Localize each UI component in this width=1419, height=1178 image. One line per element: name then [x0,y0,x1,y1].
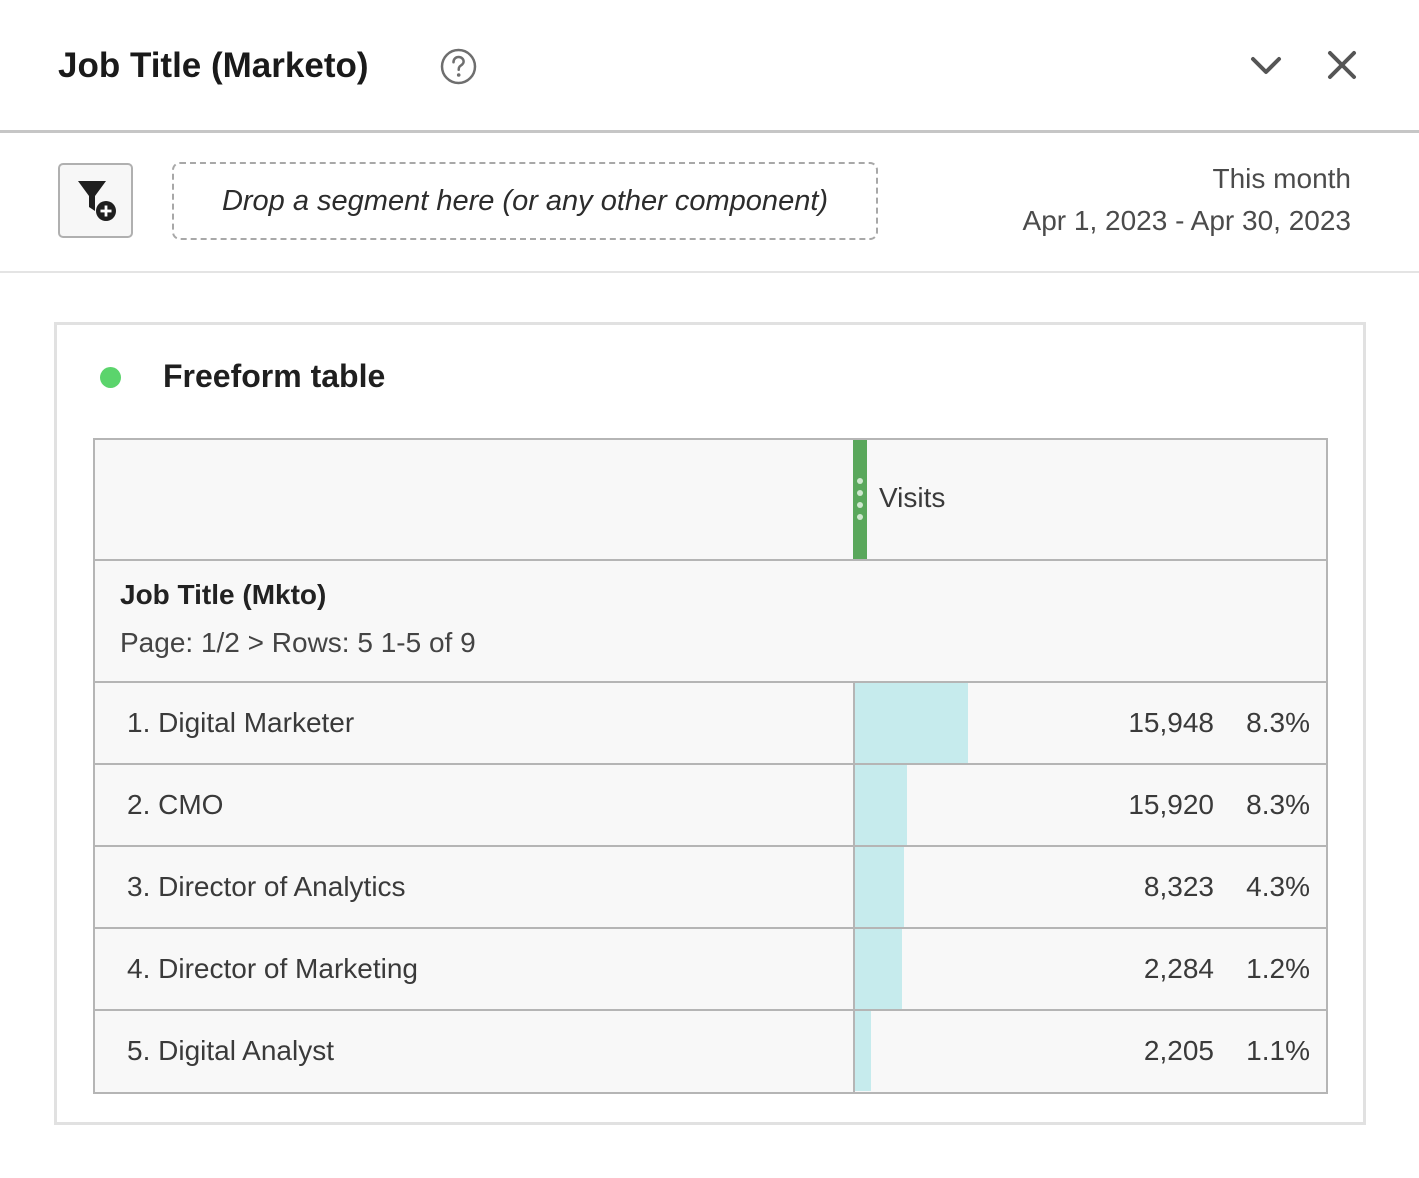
add-segment-button[interactable] [58,163,133,238]
status-dot [100,367,121,388]
freeform-table-card: Freeform table Visits Job Title (Mkto) P… [54,322,1366,1125]
row-label: 4. Director of Marketing [127,953,418,984]
row-bar [855,1011,871,1091]
row-value: 8,323 [1143,871,1214,902]
row-percent: 8.3% [1246,789,1310,820]
row-percent: 4.3% [1246,871,1310,902]
row-label: 5. Digital Analyst [127,1035,334,1066]
table-rows: 1. Digital Marketer 15,948 8.3% 2. CMO 1… [95,683,1326,1092]
table-row[interactable]: 2. CMO 15,920 8.3% [95,765,1326,847]
row-bar [855,847,904,927]
table-row[interactable]: 1. Digital Marketer 15,948 8.3% [95,683,1326,765]
column-divider [853,929,855,1009]
row-percent: 1.2% [1246,953,1310,984]
panel-header: Job Title (Marketo) [0,0,1419,133]
column-divider [853,1011,855,1092]
date-range-value[interactable]: Apr 1, 2023 - Apr 30, 2023 [1022,205,1351,236]
close-icon[interactable] [1325,48,1359,82]
filter-add-icon [78,181,116,221]
column-divider [853,683,855,763]
metric-drag-handle[interactable] [853,440,867,559]
table-row[interactable]: 3. Director of Analytics 8,323 4.3% [95,847,1326,929]
row-value: 15,948 [1128,707,1214,738]
date-range-label[interactable]: This month [1212,163,1352,194]
row-label: 3. Director of Analytics [127,871,406,902]
row-value: 2,284 [1143,953,1214,984]
row-label: 2. CMO [127,789,224,820]
freeform-table: Visits Job Title (Mkto) Page: 1/2 > Rows… [93,438,1328,1094]
dimension-title[interactable]: Job Title (Mkto) [120,579,327,610]
dimension-header: Job Title (Mkto) Page: 1/2 > Rows: 5 1-5… [95,561,1326,683]
row-percent: 1.1% [1246,1035,1310,1066]
column-divider [853,765,855,845]
row-bar [855,765,907,845]
metric-header-visits[interactable]: Visits [879,482,946,513]
panel-title: Job Title (Marketo) [58,46,369,85]
column-divider [853,847,855,927]
help-circle-icon[interactable] [440,48,477,85]
row-bar [855,683,968,763]
row-bar [855,929,902,1009]
row-label: 1. Digital Marketer [127,707,355,738]
segment-drop-zone[interactable]: Drop a segment here (or any other compon… [172,162,878,240]
table-header: Visits [95,440,1326,561]
chevron-down-icon[interactable] [1246,50,1286,80]
row-value: 15,920 [1128,789,1214,820]
table-row[interactable]: 5. Digital Analyst 2,205 1.1% [95,1011,1326,1092]
drop-zone-text: Drop a segment here (or any other compon… [221,184,829,217]
segment-toolbar: Drop a segment here (or any other compon… [0,133,1419,273]
table-row[interactable]: 4. Director of Marketing 2,284 1.2% [95,929,1326,1011]
pagination-info[interactable]: Page: 1/2 > Rows: 5 1-5 of 9 [120,627,476,658]
row-value: 2,205 [1143,1035,1214,1066]
row-percent: 8.3% [1246,707,1310,738]
card-title[interactable]: Freeform table [163,358,386,394]
